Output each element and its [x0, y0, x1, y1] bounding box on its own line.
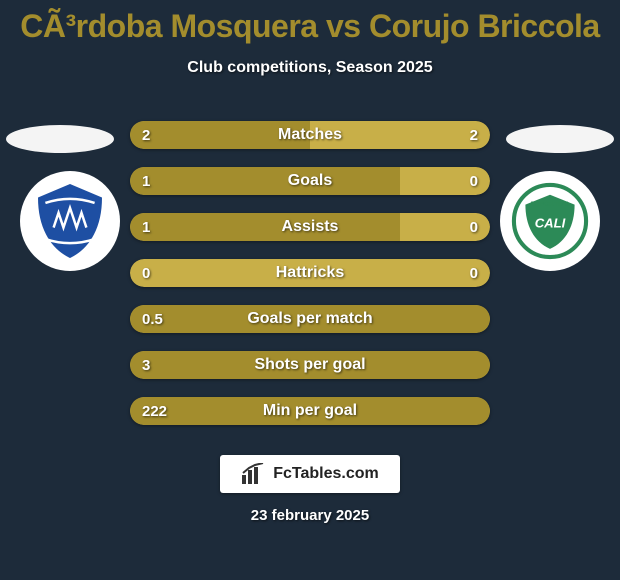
- crest-right: DEPORTIVO CALI: [500, 171, 600, 271]
- stat-value-right: 0: [470, 219, 478, 236]
- subtitle: Club competitions, Season 2025: [0, 59, 620, 77]
- stat-value-right: 0: [470, 265, 478, 282]
- stat-value-left: 0: [142, 265, 150, 282]
- page-title: CÃ³rdoba Mosquera vs Corujo Briccola: [0, 0, 620, 45]
- stat-label: Assists: [282, 218, 339, 236]
- bar-fill-left: [130, 167, 400, 195]
- brand-text: FcTables.com: [273, 465, 379, 483]
- stat-value-right: 2: [470, 127, 478, 144]
- stat-label: Matches: [278, 126, 342, 144]
- stat-label: Goals: [288, 172, 332, 190]
- stat-value-left: 1: [142, 173, 150, 190]
- stat-value-left: 1: [142, 219, 150, 236]
- flag-right: [506, 125, 614, 153]
- stat-bar: 1 0 Goals: [130, 167, 490, 195]
- stat-label: Shots per goal: [254, 356, 365, 374]
- stat-bar: 3 Shots per goal: [130, 351, 490, 379]
- date-text: 23 february 2025: [0, 507, 620, 524]
- flag-left: [6, 125, 114, 153]
- brand-badge[interactable]: FcTables.com: [220, 455, 400, 493]
- stat-value-right: 0: [470, 173, 478, 190]
- stat-value-left: 2: [142, 127, 150, 144]
- stat-value-left: 0.5: [142, 311, 163, 328]
- stat-bar: 0.5 Goals per match: [130, 305, 490, 333]
- stat-label: Goals per match: [247, 310, 372, 328]
- crest-left: [20, 171, 120, 271]
- crest-right-icon: DEPORTIVO CALI: [509, 180, 591, 262]
- crest-left-icon: [29, 180, 111, 262]
- stat-label: Min per goal: [263, 402, 357, 420]
- stat-value-left: 222: [142, 403, 167, 420]
- stat-bar: 222 Min per goal: [130, 397, 490, 425]
- comparison-panel: DEPORTIVO CALI 2 2 Matches 1 0 Goals 1 0 Assists…: [0, 107, 620, 425]
- svg-text:CALI: CALI: [535, 216, 566, 231]
- stat-bar: 1 0 Assists: [130, 213, 490, 241]
- stat-bars: 2 2 Matches 1 0 Goals 1 0 Assists 0 0 Hattricks 0.5 G…: [130, 107, 490, 425]
- bar-fill-left: [130, 213, 400, 241]
- stat-value-left: 3: [142, 357, 150, 374]
- stat-label: Hattricks: [276, 264, 344, 282]
- chart-icon: [241, 463, 267, 485]
- stat-bar: 2 2 Matches: [130, 121, 490, 149]
- svg-text:DEPORTIVO: DEPORTIVO: [531, 201, 570, 208]
- stat-bar: 0 0 Hattricks: [130, 259, 490, 287]
